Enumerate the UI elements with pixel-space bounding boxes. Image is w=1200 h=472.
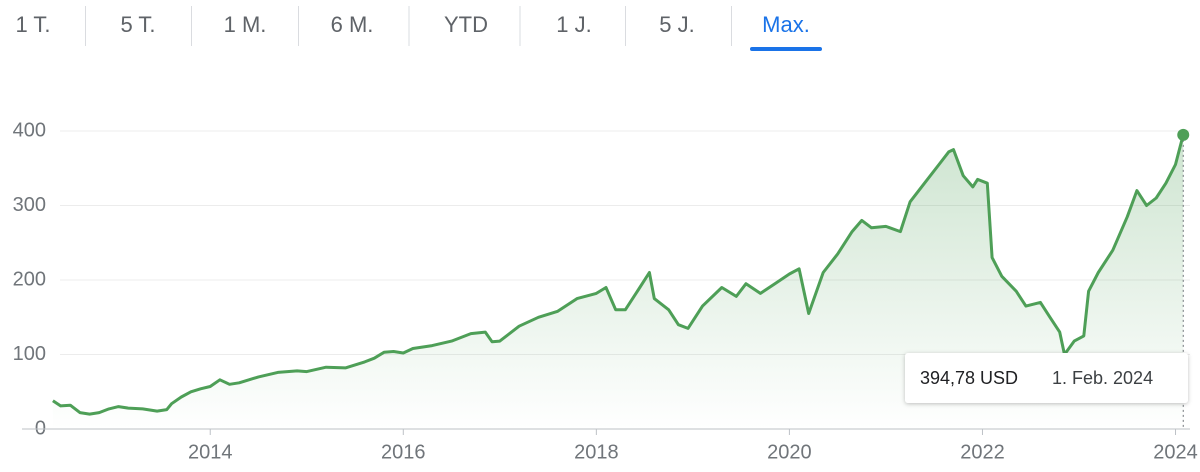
range-tab[interactable]: 1 J.	[556, 12, 591, 37]
range-tab[interactable]: 5 J.	[659, 12, 694, 37]
tooltip-date: 1. Feb. 2024	[1052, 368, 1153, 388]
range-tab[interactable]: 1 M.	[224, 12, 267, 37]
range-tab[interactable]: Max.	[762, 12, 810, 37]
plot-area: 0 100 200 300 400 2014 2016 2018 2020 2022 2024	[13, 119, 1198, 463]
x-tick-label: 2024	[1153, 441, 1198, 463]
x-tick-label: 2016	[381, 441, 426, 463]
y-tick-label: 0	[35, 417, 46, 439]
active-indicator	[750, 47, 822, 51]
range-tab[interactable]: YTD	[444, 12, 488, 37]
price-line	[52, 134, 1185, 416]
range-tab[interactable]: 6 M.	[331, 12, 374, 37]
area	[52, 134, 1184, 429]
range-tab[interactable]: 5 T.	[120, 12, 155, 37]
x-tick-label: 2022	[960, 441, 1005, 463]
y-tick-label: 100	[13, 343, 46, 365]
y-tick-label: 400	[13, 119, 46, 141]
tooltip: 394,78 USD 1. Feb. 2024	[905, 353, 1188, 403]
tooltip-box	[905, 353, 1188, 403]
x-tick-label: 2018	[574, 441, 619, 463]
y-tick-label: 300	[13, 194, 46, 216]
range-tabs: 1 T. 5 T. 1 M. 6 M. YTD 1 J. 5 J. Max.	[15, 6, 822, 51]
x-tick-label: 2020	[767, 441, 812, 463]
range-tab[interactable]: 1 T.	[15, 12, 50, 37]
end-point	[1177, 128, 1190, 141]
x-tick-label: 2014	[188, 441, 233, 463]
tooltip-value: 394,78 USD	[920, 368, 1018, 388]
y-tick-label: 200	[13, 268, 46, 290]
